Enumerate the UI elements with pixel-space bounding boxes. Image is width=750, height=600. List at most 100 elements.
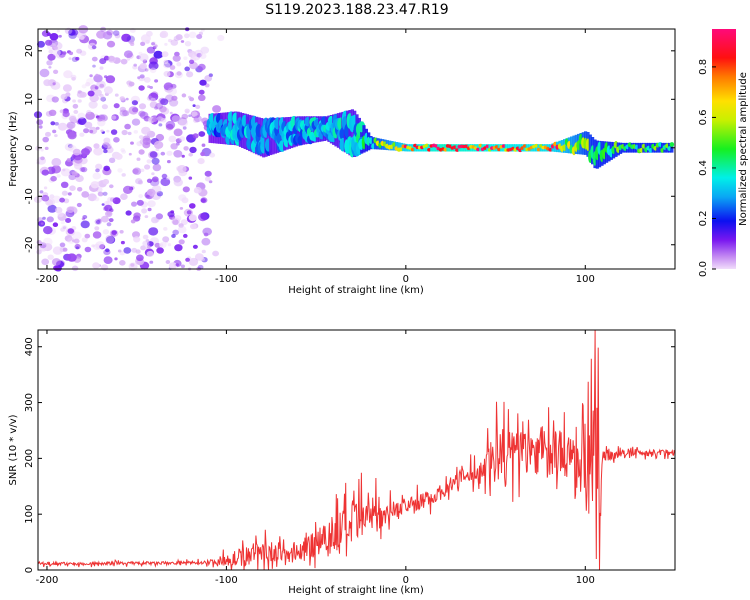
noise-blob xyxy=(132,167,142,175)
noise-blob xyxy=(42,216,46,220)
noise-blob xyxy=(104,75,108,79)
signal-halo xyxy=(514,144,518,152)
noise-blob xyxy=(171,95,178,101)
noise-blob xyxy=(182,186,190,193)
y-tick-label: 20 xyxy=(24,44,35,57)
signal-halo xyxy=(614,142,618,157)
noise-blob xyxy=(132,65,138,70)
noise-blob xyxy=(128,81,135,87)
spectrogram-x-ticks: -200 -100 0 100 xyxy=(36,29,595,285)
noise-blob xyxy=(46,60,53,66)
signal-halo xyxy=(553,142,557,152)
noise-blob xyxy=(81,191,90,198)
noise-blob xyxy=(114,93,119,97)
noise-blob xyxy=(123,50,133,58)
noise-blob xyxy=(69,185,76,191)
noise-blob xyxy=(114,33,121,39)
noise-blob xyxy=(146,194,150,198)
noise-blob xyxy=(114,257,118,261)
noise-blob xyxy=(128,152,132,156)
noise-blob xyxy=(75,174,84,183)
noise-blob xyxy=(57,122,68,131)
signal-halo xyxy=(413,144,417,152)
noise-blob xyxy=(197,158,205,165)
spectrogram-x-label: Height of straight line (km) xyxy=(288,285,424,296)
noise-blob xyxy=(200,151,206,157)
noise-blob xyxy=(169,65,176,70)
noise-blob xyxy=(189,59,195,64)
noise-blob xyxy=(36,156,46,165)
noise-blob xyxy=(58,34,62,38)
noise-blob xyxy=(160,151,166,156)
noise-blob xyxy=(52,41,63,51)
noise-blob xyxy=(135,249,141,254)
noise-blob xyxy=(92,231,102,239)
noise-blob xyxy=(97,181,101,185)
noise-blob xyxy=(203,232,209,237)
noise-blob xyxy=(198,94,206,102)
noise-blob xyxy=(167,87,177,96)
noise-blob xyxy=(95,241,105,250)
noise-blob xyxy=(52,49,61,57)
noise-blob xyxy=(121,173,126,177)
noise-blob xyxy=(122,110,130,117)
noise-blob xyxy=(212,250,220,257)
noise-blob xyxy=(149,86,153,89)
noise-blob xyxy=(133,63,137,67)
signal-halo xyxy=(266,118,270,156)
noise-blob xyxy=(110,129,118,135)
noise-blob xyxy=(176,61,182,67)
noise-blob xyxy=(105,75,116,84)
signal-halo xyxy=(488,144,492,152)
noise-blob xyxy=(59,197,65,203)
noise-blob xyxy=(102,191,108,196)
noise-blob xyxy=(60,220,65,225)
noise-blob xyxy=(72,99,76,103)
noise-blob xyxy=(47,204,57,213)
noise-blob xyxy=(48,66,52,69)
signal-halo xyxy=(658,142,662,153)
noise-blob xyxy=(113,137,120,143)
noise-blob xyxy=(138,180,143,185)
noise-blob xyxy=(108,157,116,164)
colorbar-tick-label: 0.6 xyxy=(698,109,709,125)
noise-blob xyxy=(161,51,169,58)
noise-blob xyxy=(117,249,122,253)
signal-halo xyxy=(399,142,403,151)
noise-blob xyxy=(183,233,188,238)
noise-blob xyxy=(141,208,148,214)
noise-blob xyxy=(189,97,195,102)
noise-blob xyxy=(147,200,156,208)
noise-blob xyxy=(100,96,106,102)
noise-blob xyxy=(60,181,69,188)
noise-blob xyxy=(139,74,145,79)
noise-blob xyxy=(138,135,144,140)
noise-blob xyxy=(106,40,116,48)
noise-blob xyxy=(62,84,72,92)
noise-blob xyxy=(154,242,161,248)
noise-blob xyxy=(36,119,44,126)
noise-blob xyxy=(128,39,135,45)
y-tick-label: 0 xyxy=(24,145,35,151)
noise-blob xyxy=(131,201,137,207)
noise-blob xyxy=(45,131,51,137)
noise-blob xyxy=(183,146,189,151)
noise-blob xyxy=(144,164,151,170)
noise-blob xyxy=(140,245,147,251)
noise-blob xyxy=(40,222,44,225)
noise-blob xyxy=(88,100,98,109)
noise-blob xyxy=(136,199,144,206)
snr-frame xyxy=(37,329,676,571)
noise-blob xyxy=(37,40,45,48)
noise-blob xyxy=(93,89,102,96)
noise-blob xyxy=(62,226,67,230)
noise-blob xyxy=(103,165,110,172)
noise-blob xyxy=(65,159,74,167)
noise-blob xyxy=(151,185,162,194)
noise-blob xyxy=(169,98,179,107)
signal-halo xyxy=(535,144,539,152)
noise-blob xyxy=(189,203,196,209)
noise-blob xyxy=(95,163,103,170)
noise-blob xyxy=(72,148,81,156)
noise-blob xyxy=(179,207,184,210)
